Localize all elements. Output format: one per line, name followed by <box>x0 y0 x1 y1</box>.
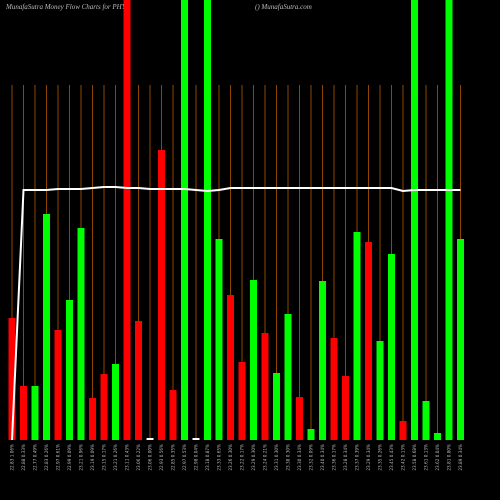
bar <box>411 0 418 440</box>
bar <box>250 280 257 440</box>
bar <box>192 438 200 440</box>
bar <box>457 239 464 440</box>
x-tick-label: 23.24 0.21% <box>263 444 268 471</box>
bar <box>284 314 292 440</box>
x-tick-label: 22.97 0.53% <box>182 444 187 471</box>
x-tick-label: 23.40 0.34% <box>320 444 325 471</box>
x-tick-label: 23.06 0.22% <box>136 444 141 471</box>
x-tick-label: 22.83 1.06% <box>10 444 15 471</box>
bar <box>146 438 154 440</box>
bar <box>100 374 108 440</box>
bar <box>43 214 50 440</box>
x-tick-label: 23.38 0.30% <box>286 444 291 471</box>
bar <box>158 150 165 440</box>
x-tick-label: 23.26 0.30% <box>228 444 233 471</box>
x-tick-label: 23.21 0.96% <box>79 444 84 471</box>
bar <box>181 0 188 440</box>
bar <box>54 330 62 440</box>
x-tick-label: 22.77 0.49% <box>33 444 38 471</box>
bar <box>273 373 280 440</box>
x-tick-label: 23.89 0.34% <box>458 444 463 471</box>
x-tick-label: 23.29 0.30% <box>251 444 256 471</box>
x-tick-label: 23.61 0.13% <box>424 444 429 471</box>
chart-subtitle: () MunafaSutra.com <box>255 3 312 11</box>
bar <box>307 429 315 440</box>
bar <box>319 281 326 440</box>
x-tick-label: 23.19 0.09% <box>90 444 95 471</box>
x-tick-label: 22.97 0.61% <box>56 444 61 471</box>
bar <box>422 401 430 440</box>
bar <box>399 421 407 440</box>
x-tick-label: 23.11 0.43% <box>125 444 130 471</box>
bar <box>89 398 96 440</box>
bar <box>204 0 211 440</box>
bar <box>445 0 453 440</box>
x-tick-label: 23.36 0.17% <box>332 444 337 471</box>
bar <box>388 254 395 440</box>
x-tick-label: 22.88 0.33% <box>21 444 26 471</box>
x-tick-label: 23.15 0.17% <box>102 444 107 471</box>
bar <box>8 318 16 440</box>
x-tick-label: 22.85 0.35% <box>171 444 176 471</box>
bar <box>31 386 39 440</box>
x-tick-label: 23.62 0.04% <box>435 444 440 471</box>
x-tick-label: 23.37 0.39% <box>355 444 360 471</box>
x-tick-label: 22.83 0.26% <box>44 444 49 471</box>
x-tick-label: 23.21 0.26% <box>113 444 118 471</box>
bar <box>342 376 349 440</box>
x-tick-label: 23.32 0.09% <box>309 444 314 471</box>
bar <box>296 397 303 440</box>
bar <box>365 242 372 440</box>
bar <box>20 386 27 440</box>
bar <box>227 295 234 440</box>
x-tick-label: 23.35 0.26% <box>378 444 383 471</box>
x-tick-label: 23.06 0.00% <box>148 444 153 471</box>
x-tick-label: 22.93 0.56% <box>159 444 164 471</box>
bar <box>261 333 269 440</box>
bar <box>376 341 384 440</box>
bar <box>330 338 338 440</box>
x-tick-label: 23.29 0.34% <box>366 444 371 471</box>
x-tick-label: 23.42 0.13% <box>401 444 406 471</box>
chart-title: MunafaSutra Money Flow Charts for PHYD <box>5 3 131 11</box>
x-tick-label: 22.99 0.09% <box>67 444 72 471</box>
x-tick-label: 23.33 0.65% <box>217 444 222 471</box>
bar <box>215 239 223 440</box>
bar <box>112 364 119 440</box>
x-tick-label: 22.98 0.04% <box>194 444 199 471</box>
bar <box>123 0 131 440</box>
money-flow-line <box>11 186 461 441</box>
bar <box>353 232 361 440</box>
bar <box>434 433 441 440</box>
x-tick-label: 23.30 0.34% <box>297 444 302 471</box>
bar <box>135 321 142 440</box>
x-tick-label: 23.18 0.87% <box>205 444 210 471</box>
bar <box>169 390 177 440</box>
x-tick-label: 23.22 0.17% <box>240 444 245 471</box>
bar <box>66 300 73 440</box>
x-tick-label: 23.45 0.43% <box>389 444 394 471</box>
x-tick-label: 23.31 0.30% <box>274 444 279 471</box>
bar <box>77 228 85 440</box>
x-tick-label: 23.28 0.34% <box>343 444 348 471</box>
x-tick-label: 23.81 0.80% <box>447 444 452 471</box>
bar <box>238 362 246 440</box>
x-tick-label: 23.58 0.68% <box>412 444 417 471</box>
